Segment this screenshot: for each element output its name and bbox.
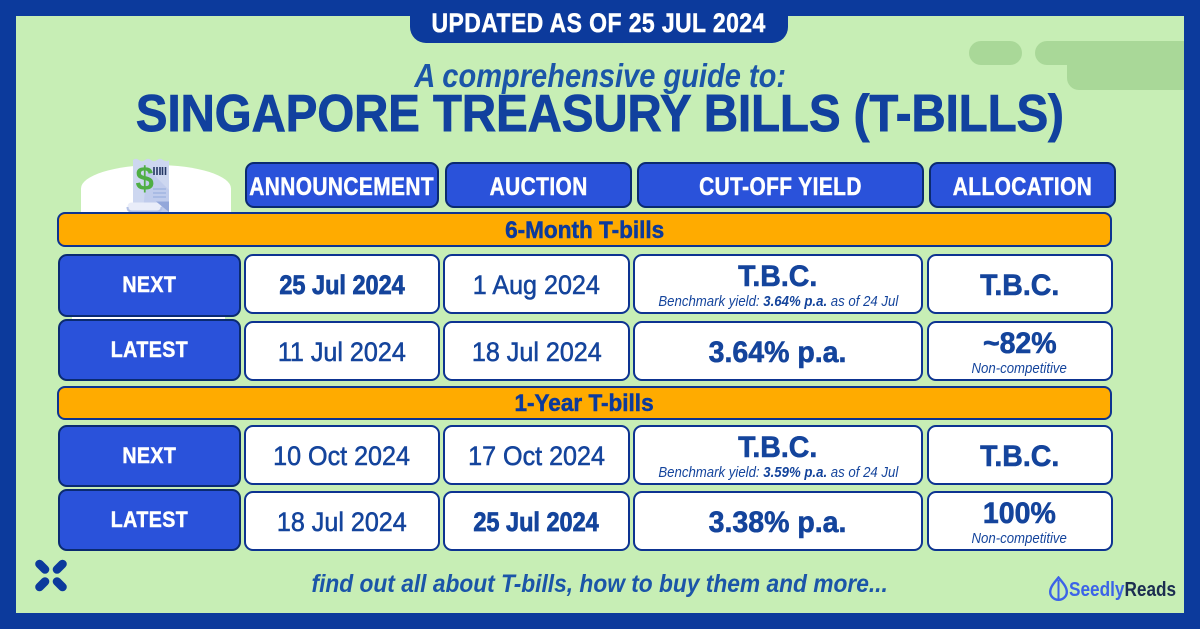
svg-text:$: $	[136, 160, 154, 197]
